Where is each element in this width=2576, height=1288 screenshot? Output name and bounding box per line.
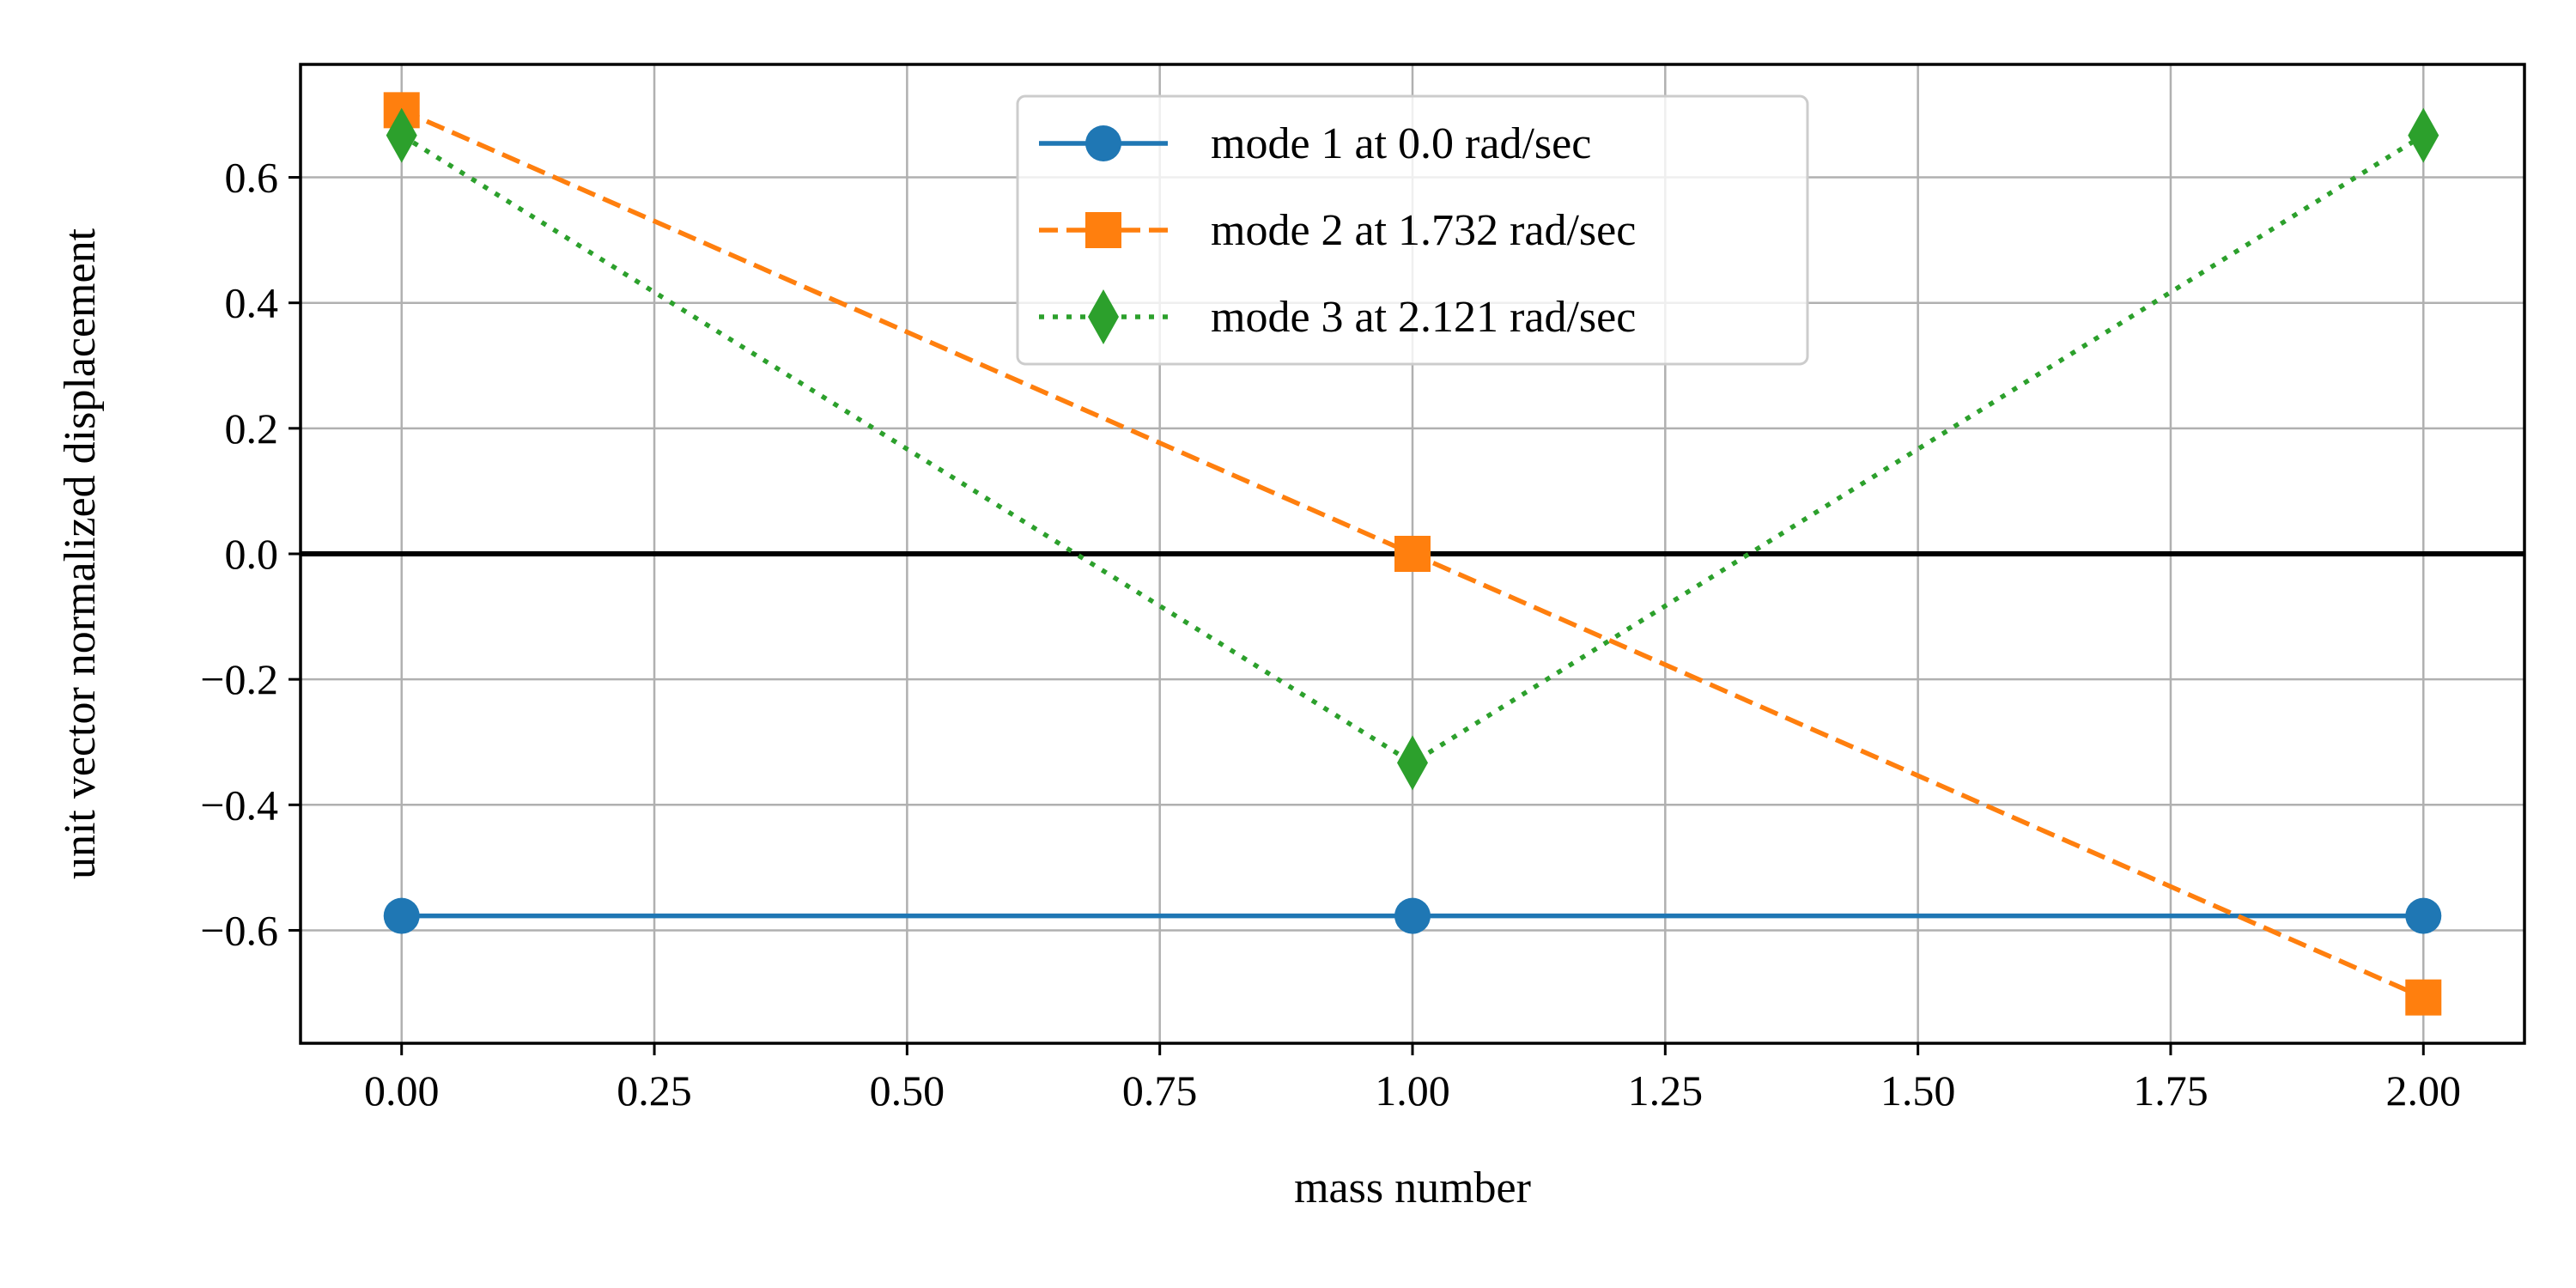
legend-marker — [1085, 125, 1121, 161]
x-tick-label: 1.50 — [1880, 1066, 1956, 1115]
series-3-point — [386, 107, 417, 163]
y-tick-label: 0.0 — [225, 530, 279, 578]
y-axis-label: unit vector normalized displacement — [56, 228, 105, 879]
y-axis: 0.6 0.4 0.2 0.0 −0.2 −0.4 −0.6 — [200, 154, 301, 954]
y-tick-label: −0.2 — [200, 655, 278, 703]
legend-entry: mode 3 at 2.121 rad/sec — [1039, 289, 1636, 344]
y-tick-label: −0.4 — [200, 781, 278, 829]
legend-box — [1016, 94, 1809, 366]
series-1-point — [383, 897, 420, 934]
series-2-point — [1394, 536, 1431, 572]
series-1 — [383, 897, 2442, 934]
x-axis-label: mass number — [1294, 1163, 1531, 1212]
legend-entry: mode 1 at 0.0 rad/sec — [1039, 119, 1591, 168]
series-3 — [386, 107, 2439, 791]
series-2-point — [2405, 979, 2442, 1016]
y-tick-label: 0.6 — [225, 154, 279, 202]
legend-label: mode 3 at 2.121 rad/sec — [1211, 293, 1636, 342]
x-tick-label: 0.50 — [870, 1066, 945, 1115]
x-tick-label: 0.25 — [617, 1066, 692, 1115]
legend-label: mode 1 at 0.0 rad/sec — [1211, 119, 1591, 168]
legend-marker — [1088, 289, 1119, 344]
y-tick-label: 0.4 — [225, 279, 279, 327]
series-1-point — [1394, 897, 1431, 934]
y-tick-label: −0.6 — [200, 906, 278, 954]
x-tick-label: 1.25 — [1628, 1066, 1704, 1115]
x-tick-label: 2.00 — [2386, 1066, 2462, 1115]
legend-entry: mode 2 at 1.732 rad/sec — [1039, 206, 1636, 255]
x-tick-label: 0.75 — [1122, 1066, 1198, 1115]
x-axis: 0.00 0.25 0.50 0.75 1.00 1.25 1.50 1.75 2.00 — [364, 1043, 2461, 1115]
series-3-line — [400, 133, 2425, 766]
x-tick-label: 1.75 — [2133, 1066, 2208, 1115]
y-tick-label: 0.2 — [225, 404, 279, 453]
series-1-point — [2405, 897, 2442, 934]
legend-label: mode 2 at 1.732 rad/sec — [1211, 206, 1636, 255]
series-3-point — [2408, 107, 2439, 163]
x-tick-label: 0.00 — [364, 1066, 440, 1115]
x-tick-label: 1.00 — [1375, 1066, 1450, 1115]
legend-marker — [1085, 212, 1121, 248]
legend: mode 1 at 0.0 rad/sec mode 2 at 1.732 rad… — [1016, 94, 1809, 366]
series-2 — [383, 92, 2442, 1016]
series-layer — [383, 92, 2442, 1016]
series-3-point — [1397, 735, 1428, 791]
